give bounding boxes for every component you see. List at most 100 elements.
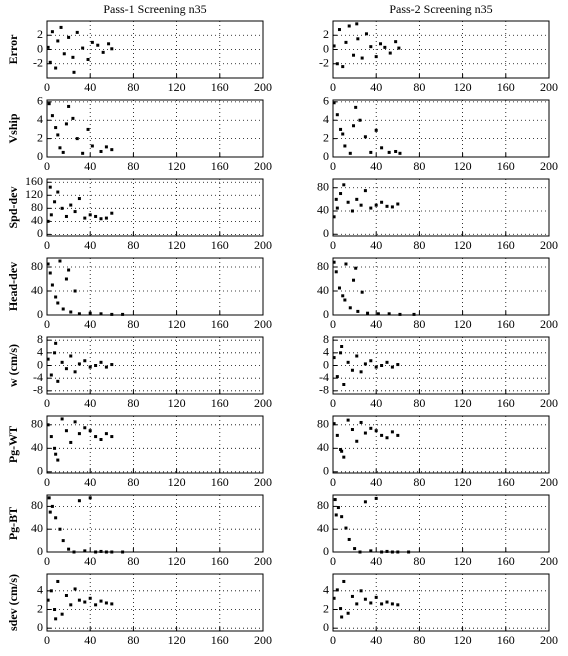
point [374,429,378,433]
point [380,602,384,606]
point [99,360,103,364]
y-axis-label: Head-dev [6,262,20,311]
point [64,429,68,433]
point [346,418,350,422]
point [353,547,357,551]
point [49,435,53,439]
point [46,219,50,223]
x-tick-label: 40 [84,633,96,647]
plot-frame [332,99,550,158]
point [54,126,58,130]
point [347,537,351,541]
y-tick-label: 80 [31,259,43,273]
y-axis-label: Vship [6,113,20,143]
y-axis-label: Error [6,34,20,64]
x-tick-label: 80 [127,80,139,94]
x-tick-label: 200 [540,396,558,410]
y-tick-label: 4 [37,583,43,597]
point [396,433,400,437]
point [335,588,339,592]
point [54,617,58,621]
point [64,277,68,281]
point [369,45,373,49]
x-tick-label: 160 [497,80,515,94]
y-tick-label: 2 [323,130,329,144]
point [58,527,62,531]
point [56,458,60,462]
point [69,440,73,444]
plot-frame [46,415,264,474]
x-tick-label: 80 [127,238,139,252]
point [380,364,384,367]
point [67,35,71,39]
x-tick-label: 120 [168,80,186,94]
point [369,359,373,363]
point [83,549,87,553]
y-tick-label: 4 [37,345,43,359]
point [73,587,77,591]
point [104,365,108,369]
x-tick-label: 0 [330,554,336,568]
x-tick-label: 80 [413,475,425,489]
point [350,209,354,213]
x-tick-label: 40 [370,633,382,647]
point [339,607,343,611]
point [54,66,58,70]
point [94,435,98,439]
point [387,312,391,316]
point [385,436,389,440]
point [396,550,400,554]
x-tick-label: 80 [413,238,425,252]
point [364,32,368,36]
point [374,55,378,59]
point [104,216,108,220]
y-tick-label: 8 [323,332,329,346]
y-tick-label: 0 [37,357,43,371]
point [369,549,373,553]
y-tick-label: 120 [25,187,43,201]
x-tick-label: 40 [370,317,382,331]
point [73,420,77,424]
x-tick-label: 0 [44,80,50,94]
point [69,310,73,314]
x-tick-label: 160 [497,475,515,489]
point [110,435,114,439]
point [99,438,103,442]
point [341,132,345,136]
point [48,60,52,64]
y-tick-label: 6 [323,94,329,108]
point [344,40,348,44]
y-tick-label: 40 [317,283,329,297]
point [88,596,92,600]
point [71,116,75,120]
y-tick-label: 4 [37,112,43,126]
x-tick-label: 200 [254,633,272,647]
point [64,593,68,597]
point [110,211,114,215]
point [107,42,111,46]
x-tick-label: 40 [84,80,96,94]
point [363,431,367,435]
point [396,363,400,367]
point [394,40,398,44]
point [53,608,57,612]
plot-frame [332,336,550,395]
point [72,550,76,554]
x-tick-label: 200 [540,554,558,568]
x-tick-label: 40 [84,396,96,410]
point [46,423,50,427]
x-tick-label: 160 [497,238,515,252]
point [335,113,339,117]
x-tick-label: 160 [211,238,229,252]
y-tick-label: 0 [323,149,329,163]
point [49,213,53,217]
y-tick-label: 0 [323,41,329,55]
point [56,579,60,583]
point [334,197,338,201]
x-tick-label: 200 [254,475,272,489]
x-tick-label: 0 [44,633,50,647]
x-tick-label: 0 [44,475,50,489]
point [388,51,392,55]
point [385,549,389,553]
